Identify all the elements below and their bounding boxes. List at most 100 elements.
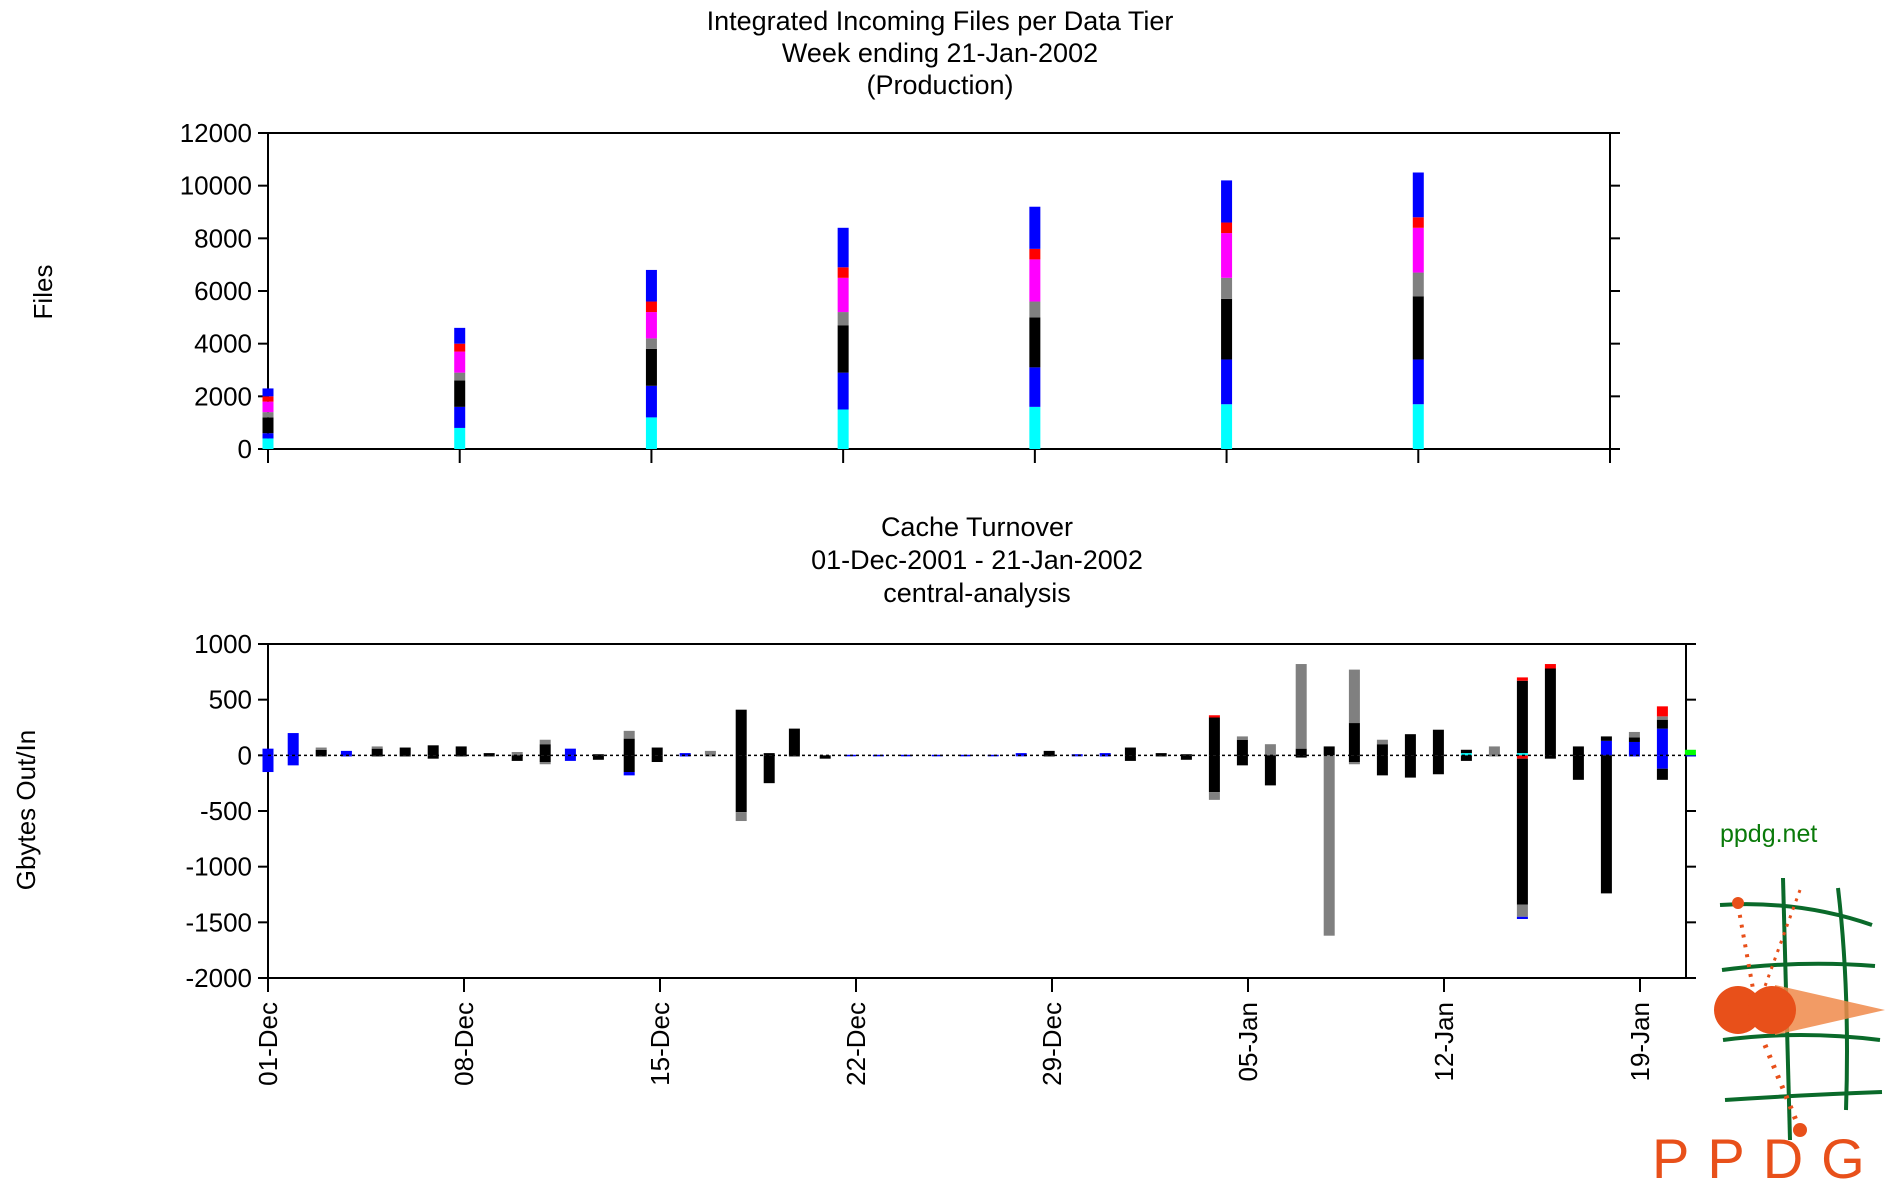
bottom-bar-segment: [931, 755, 943, 757]
top-bar-segment: [837, 227, 849, 268]
bottom-bar-segment: [623, 772, 635, 776]
bottom-title-line-2: 01-Dec-2001 - 21-Jan-2002: [811, 545, 1143, 575]
bottom-bar-segment: [788, 755, 800, 757]
bottom-bar-segment: [1516, 755, 1528, 759]
top-bar-segment: [262, 438, 274, 449]
bottom-bar-segment: [931, 754, 943, 756]
top-bar-segment: [262, 412, 274, 418]
bottom-bar-segment: [564, 748, 576, 756]
top-bar-segment: [645, 417, 657, 449]
bottom-bar-segment: [1264, 755, 1276, 786]
logo-comet-icon: [1714, 889, 1885, 1137]
top-bar-segment: [1221, 359, 1233, 405]
bottom-bar-segment: [1323, 755, 1335, 936]
bottom-bar-segment: [399, 747, 411, 756]
bottom-bar-segment: [1155, 755, 1167, 757]
bottom-bar-segment: [1600, 740, 1612, 756]
bottom-bar-segment: [1208, 755, 1220, 793]
bottom-bar-segment: [1628, 731, 1640, 738]
bottom-bar-segment: [1656, 728, 1668, 756]
bottom-bar-segment: [539, 739, 551, 745]
bottom-bar-segment: [1295, 664, 1307, 749]
top-bar-segment: [645, 269, 657, 302]
bottom-bar-segment: [1628, 737, 1640, 742]
top-bar-segment: [645, 385, 657, 418]
top-bar-segment: [1029, 301, 1041, 318]
bottom-bar-segment: [872, 755, 884, 757]
bottom-bar-segment: [1124, 755, 1136, 761]
bottom-bar-segment: [1460, 749, 1472, 754]
bottom-bar-segment: [1516, 758, 1528, 905]
bottom-bar-segment: [1544, 668, 1556, 756]
top-y-tick-label: 4000: [194, 329, 252, 359]
bottom-bar-segment: [1348, 669, 1360, 724]
bottom-bar-segment: [1432, 729, 1444, 756]
bottom-bar-segment: [592, 755, 604, 760]
bottom-bar-segment: [1488, 746, 1500, 756]
bottom-bar-segment: [1404, 734, 1416, 756]
bottom-bar-segment: [679, 755, 691, 757]
bottom-title-line-1: Cache Turnover: [881, 512, 1073, 542]
bottom-bar-segment: [1460, 753, 1472, 756]
bottom-bar-segment: [427, 745, 439, 756]
top-plot-area: 0 2000 4000 6000 8000 10000 12000: [180, 118, 1620, 464]
bottom-bar-segment: [819, 755, 831, 759]
top-bar-segment: [262, 388, 274, 397]
bottom-y-tick-label: 1000: [194, 629, 252, 659]
top-bar-segment: [837, 372, 849, 410]
bottom-bar-segment: [651, 755, 663, 763]
logo-url-text: ppdg.net: [1720, 820, 1817, 848]
bottom-bar-segment: [1628, 741, 1640, 756]
top-bar-segment: [1029, 317, 1041, 368]
top-bar-segment: [837, 277, 849, 313]
bottom-y-tick-label: -500: [200, 796, 252, 826]
bottom-title-line-3: central-analysis: [883, 578, 1071, 608]
bottom-y-tick-label: 500: [209, 685, 252, 715]
bottom-bar-segment: [1071, 755, 1083, 757]
bottom-bar-segment: [1544, 755, 1556, 759]
bottom-bar-segment: [262, 755, 274, 773]
top-bar-segment: [1029, 367, 1041, 407]
bottom-bar-segment: [704, 755, 716, 757]
bottom-bar-segment: [1236, 755, 1248, 766]
bottom-bar-segment: [539, 744, 551, 756]
bottom-bar-segment: [1348, 762, 1360, 765]
top-title-line-2: Week ending 21-Jan-2002: [782, 38, 1098, 68]
top-bar-segment: [1412, 404, 1424, 449]
bottom-bar-segment: [1208, 792, 1220, 800]
bottom-bar-segment: [315, 747, 327, 750]
top-y-tick-label: 8000: [194, 223, 252, 253]
bottom-bar-segment: [1295, 748, 1307, 756]
bottom-bar-segment: [623, 738, 635, 756]
bottom-plot-area: -2000 -1500 -1000 -500 0 500 1000 01-Dec 08-Dec 1…: [186, 629, 1696, 1086]
bottom-bar-segment: [539, 762, 551, 765]
bottom-bar-segment: [1404, 755, 1416, 778]
top-bar-segment: [837, 267, 849, 278]
bottom-bar-segment: [1376, 739, 1388, 745]
bottom-bar-segment: [651, 747, 663, 756]
top-chart-title: Integrated Incoming Files per Data Tier …: [707, 6, 1174, 100]
top-bar-segment: [837, 325, 849, 373]
bottom-bar-segment: [987, 754, 999, 756]
bottom-bar-segment: [1460, 755, 1472, 761]
bottom-bar-segment: [427, 755, 439, 759]
top-title-line-1: Integrated Incoming Files per Data Tier: [707, 6, 1174, 36]
bottom-x-tick-label: 29-Dec: [1037, 1002, 1067, 1086]
bottom-plot-frame: [267, 643, 1687, 979]
top-bar-segment: [1221, 298, 1233, 360]
bottom-y-tick-label: -2000: [186, 963, 253, 993]
bottom-bar-segment: [1572, 746, 1584, 756]
bottom-bar-segment: [340, 750, 352, 756]
bottom-bar-segment: [679, 753, 691, 756]
bottom-bar-segment: [1656, 768, 1668, 780]
bottom-bar-segment: [1628, 755, 1640, 757]
bottom-bar-segment: [371, 746, 383, 749]
bottom-bar-segment: [1348, 723, 1360, 756]
top-bar-segment: [837, 312, 849, 326]
bottom-bar-segment: [1516, 904, 1528, 917]
top-bar-segment: [1412, 296, 1424, 360]
top-bar-segment: [1412, 359, 1424, 405]
top-bar-segment: [454, 406, 466, 428]
top-y-tick-label: 0: [238, 434, 252, 464]
top-bar-segment: [1029, 248, 1041, 260]
